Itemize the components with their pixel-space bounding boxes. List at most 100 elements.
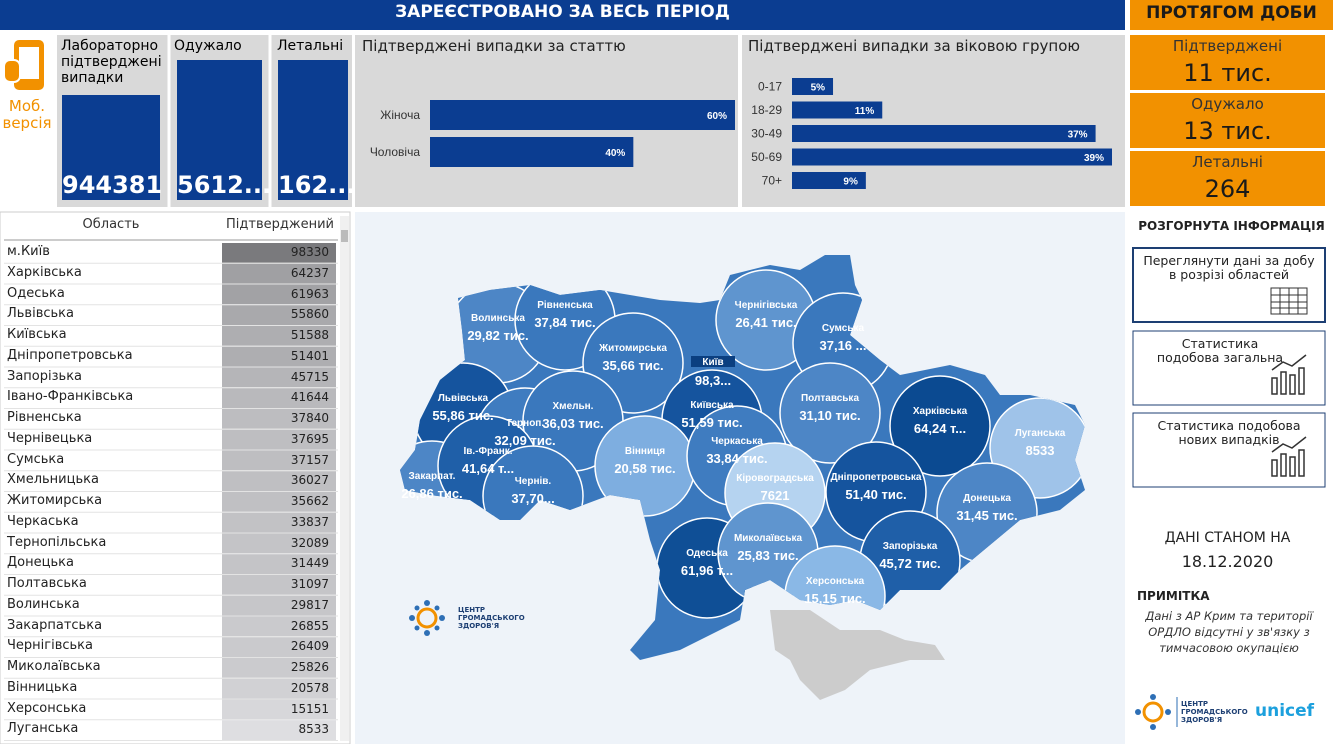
- region-name: Закарпат.: [409, 471, 456, 482]
- cell-shade: [222, 409, 336, 429]
- region-name: Запорізька: [883, 541, 938, 552]
- region-value: 35,66 тис.: [602, 358, 663, 373]
- cell-shade: [222, 533, 336, 554]
- region-name: Дніпропетровська: [831, 472, 922, 483]
- table-cell: 33837: [290, 514, 329, 529]
- region-name: Ів.-Франк.: [463, 446, 512, 457]
- region-value: 55,86 тис.: [432, 408, 493, 423]
- region: [779, 362, 881, 464]
- link-text[interactable]: Переглянути дані за добу в розрізі облас…: [1143, 253, 1315, 283]
- table-cell: 36027: [290, 473, 329, 488]
- region-value: 37,84 тис.: [534, 315, 595, 330]
- table-cell: Чернівецька: [7, 430, 93, 446]
- daily-value: 11 тис.: [1183, 59, 1272, 87]
- note-title: ПРИМІТКА: [1137, 589, 1210, 603]
- region-value: 98,3...: [695, 373, 731, 388]
- region-name: Терноп.: [506, 418, 544, 429]
- cell-shade: [222, 450, 336, 471]
- cell-shade: [222, 367, 336, 388]
- table-cell: Запорізька: [7, 368, 83, 384]
- table-cell: 8533: [298, 722, 329, 737]
- table-cell: 98330: [290, 245, 329, 259]
- value-label: 39%: [1084, 153, 1104, 164]
- cell-shade: [222, 243, 336, 263]
- region-name: Київ: [702, 357, 723, 368]
- table-cell: Львівська: [7, 306, 74, 322]
- table-cell: 51401: [290, 348, 329, 363]
- table-cell: 51588: [290, 328, 329, 342]
- chart-icon: [1271, 436, 1307, 477]
- table-cell: 31449: [290, 556, 329, 571]
- table-cell: Дніпропетровська: [7, 347, 133, 363]
- sidebar-title: РОЗГОРНУТА ІНФОРМАЦІЯ: [1138, 219, 1325, 233]
- category-label: Чоловіча: [370, 145, 421, 159]
- link-text[interactable]: Статистика подобова загальна: [1156, 336, 1284, 366]
- link-button[interactable]: [1132, 412, 1326, 488]
- daily-label: Одужало: [1191, 95, 1264, 113]
- table-cell: Вінницька: [7, 679, 78, 695]
- total-value: 162...: [278, 171, 356, 199]
- region-value: 31,10 тис.: [799, 408, 860, 423]
- note: Дані з АР Крим та території ОРДЛО відсут…: [1145, 609, 1313, 656]
- total-label: Летальні: [277, 38, 344, 54]
- daily-card: [1130, 35, 1325, 90]
- table-cell: Рівненська: [7, 410, 82, 425]
- cell-shade: [222, 699, 336, 720]
- bar: [792, 78, 834, 95]
- region-name: Чернігівська: [735, 300, 798, 311]
- cell-shade: [222, 678, 336, 699]
- region-value: 26,86 тис.: [401, 486, 462, 501]
- table-cell: Чернігівська: [7, 638, 94, 654]
- table-cell: 37695: [290, 431, 329, 446]
- region-value: 26,41 тис.: [735, 315, 796, 330]
- category-label: 0-17: [758, 80, 782, 94]
- table-icon: [1270, 287, 1308, 315]
- bar: [792, 172, 866, 189]
- cell-shade: [222, 720, 336, 740]
- table-cell: 35662: [290, 494, 329, 508]
- table-cell: 31097: [290, 577, 329, 591]
- cell-shade: [222, 326, 336, 346]
- table-cell: 41644: [290, 390, 329, 405]
- chart-title: Підтверджені випадки за статтю: [362, 37, 626, 55]
- table-cell: 25826: [290, 660, 329, 674]
- table-cell: Житомирська: [7, 493, 103, 508]
- scroll-thumb[interactable]: [341, 230, 348, 242]
- table-cell: 15151: [290, 701, 329, 716]
- mobile-link[interactable]: Моб. версія: [2, 97, 52, 133]
- table-cell: Харківська: [7, 264, 82, 280]
- region-name: Сумська: [822, 323, 865, 334]
- table-cell: Сумська: [7, 451, 65, 467]
- table-cell: Одеська: [7, 285, 65, 301]
- region-value: 36,03 тис.: [542, 416, 603, 431]
- table-cell: Тернопільська: [7, 534, 107, 550]
- region-value: 51,40 тис.: [845, 487, 906, 502]
- table-header: Підтверджений: [226, 217, 334, 232]
- daily-title: ПРОТЯГОМ ДОБИ: [1146, 3, 1317, 23]
- bar: [430, 100, 735, 130]
- table-cell: 61963: [290, 286, 329, 301]
- cell-shade: [222, 575, 336, 595]
- link-button[interactable]: [1132, 330, 1326, 406]
- logo-text: unicef: [1255, 701, 1315, 721]
- table-cell: Івано-Франківська: [7, 389, 134, 405]
- bar: [792, 101, 883, 119]
- table-cell: 26409: [290, 639, 329, 654]
- category-label: Жіноча: [380, 108, 420, 122]
- scrollbar[interactable]: [340, 216, 349, 741]
- region-value: 45,72 тис.: [879, 556, 940, 571]
- region-name: Херсонська: [806, 576, 865, 587]
- cell-shade: [222, 388, 336, 408]
- region-value: 29,82 тис.: [467, 328, 528, 343]
- link-button[interactable]: [1132, 247, 1326, 323]
- table-header: Область: [82, 217, 140, 232]
- category-label: 70+: [762, 174, 782, 188]
- region-name: Харківська: [913, 406, 968, 417]
- table-cell: Луганська: [7, 721, 79, 737]
- bar: [792, 148, 1112, 166]
- region-name: Вінниця: [625, 446, 665, 457]
- table-cell: м.Київ: [7, 244, 50, 259]
- link-text[interactable]: Статистика подобова нових випадків: [1157, 418, 1301, 448]
- region-value: 7621: [761, 488, 790, 503]
- table-cell: Донецька: [7, 555, 74, 571]
